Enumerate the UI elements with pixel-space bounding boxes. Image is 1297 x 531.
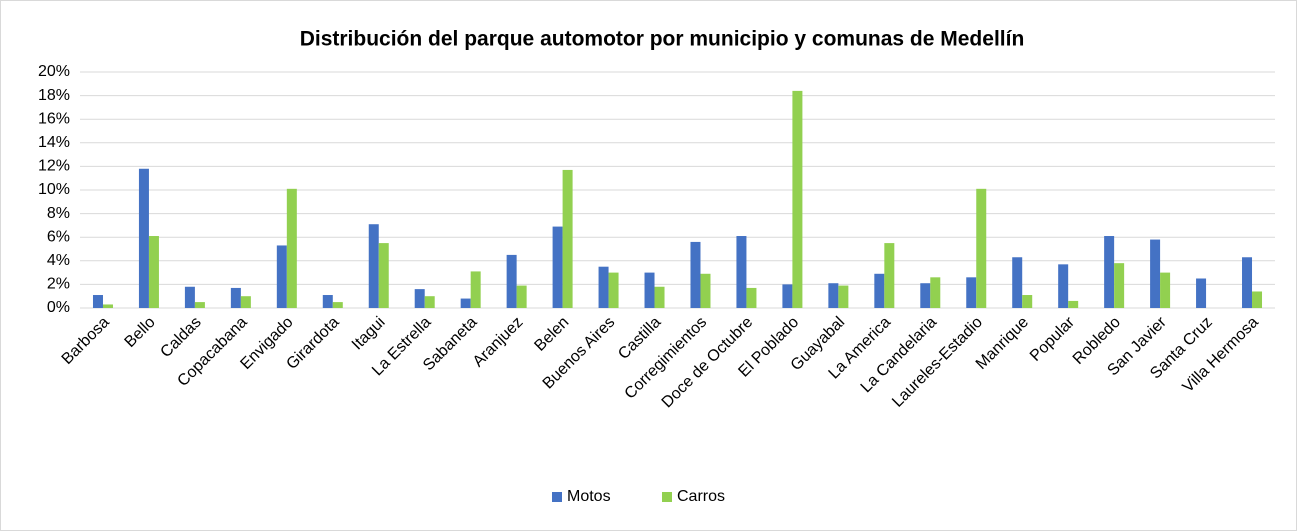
bar [700,273,711,308]
bar [322,295,333,308]
chart-title: Distribución del parque automotor por mu… [300,28,1025,51]
bar [562,169,573,308]
bar [782,284,793,308]
bar [1196,278,1207,308]
bar [690,241,701,308]
bar [92,295,103,308]
bar [1012,257,1023,308]
bar [1068,300,1079,308]
bar [884,243,895,308]
bar [286,188,297,308]
bar [368,224,379,308]
bar [276,245,287,308]
bar [1104,236,1115,308]
legend-swatch [552,492,562,502]
y-tick-label: 10% [38,181,70,198]
bar [598,266,609,308]
bar [828,283,839,308]
bar [460,298,471,308]
bar [516,285,527,308]
bar [736,236,747,308]
bar [920,283,931,308]
bar [230,287,241,308]
bar [1150,239,1161,308]
bar [838,285,849,308]
bar [746,287,757,308]
legend-label: Carros [677,488,725,505]
bar [874,273,885,308]
bar [654,286,665,308]
bar [1058,264,1069,308]
bar [240,296,251,308]
bar [966,277,977,308]
bar [1160,272,1171,308]
bar [1114,263,1125,308]
bar [378,243,389,308]
bar [506,254,517,308]
legend-label: Motos [567,488,611,505]
bar [1242,257,1253,308]
bar [194,302,205,308]
bar [608,272,619,308]
bar [930,277,941,308]
bar [148,236,159,308]
y-tick-label: 8% [47,205,70,222]
y-tick-label: 20% [38,63,70,80]
bar [414,289,425,308]
bar [1022,295,1033,308]
bar [424,296,435,308]
bar [792,90,803,308]
bar [470,271,481,308]
bar [184,286,195,308]
y-tick-label: 14% [38,134,70,151]
bar [332,302,343,308]
y-tick-label: 16% [38,110,70,127]
bar [138,168,149,308]
legend-swatch [662,492,672,502]
bar [1252,291,1263,308]
y-tick-label: 0% [47,299,70,316]
y-tick-label: 18% [38,87,70,104]
y-tick-label: 2% [47,276,70,293]
y-tick-label: 12% [38,158,70,175]
bar [644,272,655,308]
bar [552,226,563,308]
y-tick-label: 4% [47,252,70,269]
bar [976,188,987,308]
y-tick-label: 6% [47,228,70,245]
bar [102,304,113,308]
